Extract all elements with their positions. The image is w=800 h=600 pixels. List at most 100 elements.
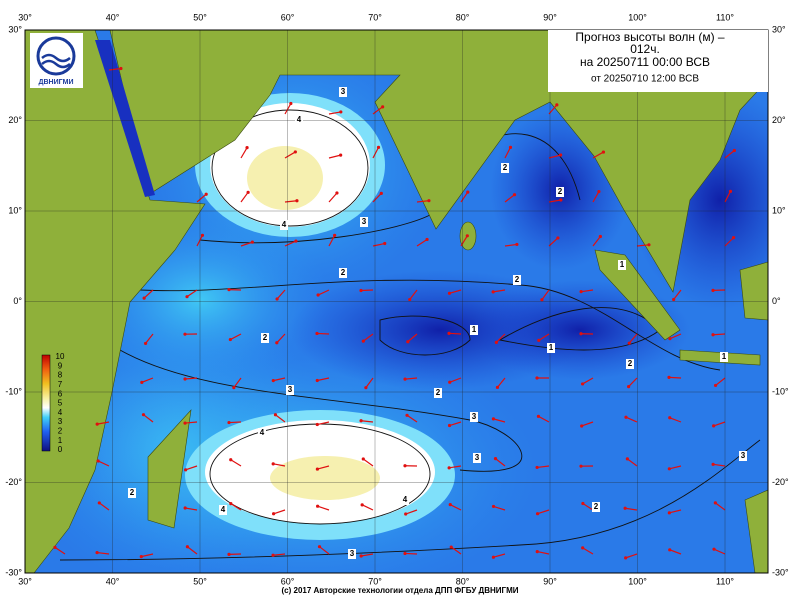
arrow-head	[491, 290, 495, 294]
arrow-head	[119, 66, 123, 71]
contour-label-bg	[470, 412, 478, 422]
arrow-head	[535, 376, 539, 380]
contour-label: 2	[628, 359, 633, 368]
arrow-head	[275, 297, 279, 301]
axis-labels: 30°30°40°40°50°50°60°60°70°70°80°80°90°9…	[5, 12, 789, 586]
arrow-head	[493, 457, 498, 461]
arrow-head	[494, 340, 498, 344]
arrow-head	[449, 545, 453, 549]
arrow	[372, 192, 382, 203]
lat-label: -30°	[772, 567, 789, 577]
arrow	[319, 546, 330, 555]
arrow-head	[379, 191, 383, 195]
arrow	[715, 502, 726, 511]
lon-label: 80°	[456, 576, 470, 586]
arrow	[592, 151, 604, 159]
contour-label-bg	[219, 505, 227, 515]
contour-label: 3	[475, 453, 480, 462]
arrow	[493, 418, 506, 423]
lon-label: 70°	[368, 576, 382, 586]
arrow	[669, 549, 682, 555]
arrow	[361, 420, 374, 423]
arrow	[673, 289, 682, 300]
arrow	[537, 551, 550, 555]
lon-label: 30°	[18, 12, 32, 22]
arrow	[187, 546, 198, 555]
arrow	[448, 332, 462, 335]
arrow	[196, 235, 203, 247]
arrow-head	[294, 239, 298, 243]
lon-label: 100°	[628, 12, 647, 22]
arrow-head	[495, 385, 500, 389]
contour-label-bg	[360, 217, 368, 227]
contour-label: 2	[130, 488, 135, 497]
arrow	[361, 553, 374, 557]
arrow	[669, 417, 682, 423]
arrow-head	[598, 234, 602, 239]
arrow	[186, 289, 198, 298]
contour-label-bg	[401, 495, 409, 505]
colorbar-label: 5	[58, 399, 63, 408]
arrow	[185, 465, 198, 471]
arrow-head	[317, 545, 322, 549]
lon-label: 40°	[106, 12, 120, 22]
arrow-head	[713, 501, 717, 505]
arrow	[141, 553, 154, 558]
arrow-head	[408, 297, 412, 302]
contour-label-bg	[339, 87, 347, 97]
arrow	[493, 289, 506, 293]
colorbar-label: 8	[58, 371, 63, 380]
lat-label: -20°	[5, 477, 22, 487]
arrow-head	[731, 236, 736, 240]
contour-label: 1	[620, 260, 625, 269]
arrow-head	[97, 501, 101, 505]
arrow-head	[601, 150, 606, 154]
arrow	[362, 333, 374, 342]
contour-label-bg	[626, 359, 634, 369]
arrow	[372, 147, 380, 159]
arrow-head	[447, 291, 452, 295]
grid	[25, 30, 768, 573]
arrow-head	[597, 189, 601, 194]
arrow	[276, 333, 286, 344]
arrow-head	[381, 105, 385, 109]
arrow	[538, 333, 550, 341]
contour-label: 2	[263, 333, 268, 342]
contour-label: 1	[549, 343, 554, 352]
lat-label: -30°	[5, 567, 22, 577]
arrow-head	[361, 457, 365, 461]
lon-label: 50°	[193, 576, 207, 586]
arrow	[538, 415, 550, 423]
arrow-head	[273, 413, 278, 417]
contour-label-bg	[286, 385, 294, 395]
arrow-head	[404, 512, 408, 516]
arrow-head	[581, 546, 585, 550]
arrow-head	[360, 503, 364, 507]
frame	[24, 29, 769, 574]
arrow-head	[406, 340, 410, 344]
arrow	[145, 333, 154, 344]
arrow-head	[667, 375, 671, 379]
lat-label: -10°	[772, 386, 789, 396]
arrow-head	[359, 554, 363, 558]
arrow-head	[383, 241, 387, 246]
arrow-head	[556, 236, 560, 240]
arrow	[97, 460, 110, 467]
contour-label-bg	[339, 268, 347, 278]
field	[247, 146, 323, 210]
arrow	[54, 546, 66, 555]
arrow	[628, 377, 638, 388]
arrow-head	[624, 415, 628, 419]
arrow	[406, 414, 418, 423]
arrow-head	[448, 503, 452, 507]
arrow-head	[95, 422, 99, 426]
arrow	[407, 333, 418, 343]
lon-label: 60°	[281, 12, 295, 22]
lat-label: 30°	[772, 24, 786, 34]
arrow	[273, 509, 286, 515]
arrow-head	[184, 468, 188, 472]
arrow-head	[580, 424, 584, 428]
contour-label-bg	[513, 275, 521, 285]
arrow-head	[447, 331, 451, 335]
